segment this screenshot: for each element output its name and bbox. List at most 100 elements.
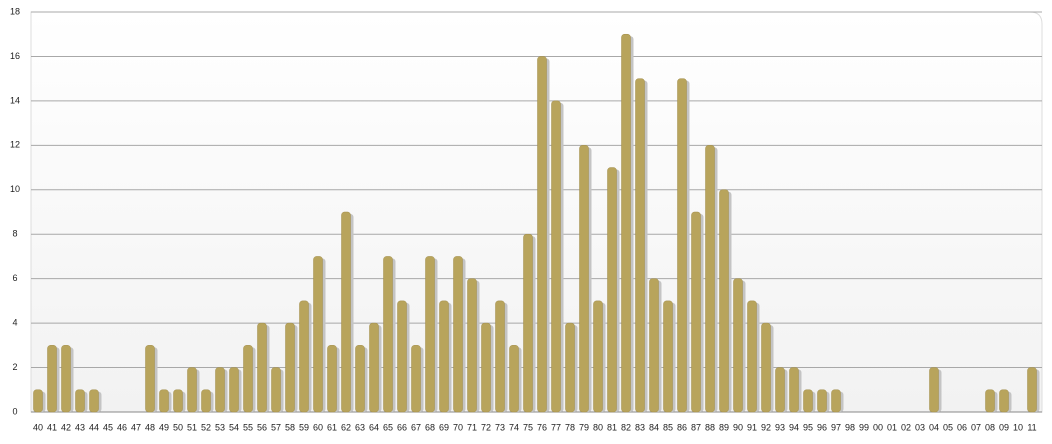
x-tick-label: 61 bbox=[327, 422, 337, 432]
x-tick-label: 74 bbox=[509, 422, 519, 432]
bar bbox=[761, 322, 771, 413]
bar bbox=[201, 389, 211, 413]
bar bbox=[411, 345, 421, 413]
bar bbox=[593, 300, 603, 413]
x-tick-label: 00 bbox=[873, 422, 883, 432]
x-tick-label: 92 bbox=[761, 422, 771, 432]
x-tick-label: 83 bbox=[635, 422, 645, 432]
x-tick-label: 88 bbox=[705, 422, 715, 432]
x-tick-label: 82 bbox=[621, 422, 631, 432]
y-tick-label: 14 bbox=[10, 95, 20, 105]
x-tick-label: 90 bbox=[733, 422, 743, 432]
x-tick-label: 40 bbox=[33, 422, 43, 432]
bar bbox=[243, 345, 253, 413]
bar bbox=[327, 345, 337, 413]
bar bbox=[733, 278, 743, 413]
bar bbox=[663, 300, 673, 413]
x-tick-label: 68 bbox=[425, 422, 435, 432]
bar bbox=[187, 367, 197, 413]
bar bbox=[355, 345, 365, 413]
bar bbox=[551, 100, 561, 413]
x-tick-label: 67 bbox=[411, 422, 421, 432]
x-tick-label: 80 bbox=[593, 422, 603, 432]
bar bbox=[257, 322, 267, 413]
y-tick-label: 0 bbox=[12, 406, 17, 416]
bar bbox=[313, 256, 323, 413]
bar bbox=[691, 211, 701, 413]
x-tick-label: 49 bbox=[159, 422, 169, 432]
y-tick-label: 8 bbox=[12, 229, 17, 239]
x-tick-label: 04 bbox=[929, 422, 939, 432]
bar bbox=[999, 389, 1009, 413]
bar bbox=[719, 189, 729, 413]
bar bbox=[271, 367, 281, 413]
bar bbox=[929, 367, 939, 413]
bar bbox=[803, 389, 813, 413]
x-tick-label: 46 bbox=[117, 422, 127, 432]
bar bbox=[579, 145, 589, 413]
bar bbox=[607, 167, 617, 413]
x-tick-label: 62 bbox=[341, 422, 351, 432]
bar bbox=[677, 78, 687, 413]
x-tick-label: 56 bbox=[257, 422, 267, 432]
x-tick-label: 50 bbox=[173, 422, 183, 432]
bar bbox=[1027, 367, 1037, 413]
bar bbox=[159, 389, 169, 413]
bar bbox=[425, 256, 435, 413]
bar bbox=[789, 367, 799, 413]
bar bbox=[621, 33, 631, 413]
x-tick-label: 43 bbox=[75, 422, 85, 432]
x-tick-label: 60 bbox=[313, 422, 323, 432]
bar bbox=[173, 389, 183, 413]
x-tick-label: 59 bbox=[299, 422, 309, 432]
x-tick-label: 08 bbox=[985, 422, 995, 432]
x-tick-label: 86 bbox=[677, 422, 687, 432]
x-tick-label: 05 bbox=[943, 422, 953, 432]
bar bbox=[89, 389, 99, 413]
x-tick-label: 41 bbox=[47, 422, 57, 432]
bar bbox=[439, 300, 449, 413]
bar bbox=[705, 145, 715, 413]
x-tick-label: 95 bbox=[803, 422, 813, 432]
bar bbox=[831, 389, 841, 413]
bar bbox=[537, 56, 547, 413]
bar bbox=[285, 322, 295, 413]
bar bbox=[229, 367, 239, 413]
x-tick-label: 63 bbox=[355, 422, 365, 432]
x-tick-label: 66 bbox=[397, 422, 407, 432]
x-tick-label: 55 bbox=[243, 422, 253, 432]
x-tick-label: 65 bbox=[383, 422, 393, 432]
x-tick-label: 06 bbox=[957, 422, 967, 432]
bar bbox=[649, 278, 659, 413]
x-tick-label: 96 bbox=[817, 422, 827, 432]
x-tick-label: 47 bbox=[131, 422, 141, 432]
x-tick-label: 71 bbox=[467, 422, 477, 432]
x-tick-label: 81 bbox=[607, 422, 617, 432]
y-tick-label: 6 bbox=[12, 273, 17, 283]
bar bbox=[47, 345, 57, 413]
bar bbox=[775, 367, 785, 413]
bar bbox=[817, 389, 827, 413]
x-tick-label: 89 bbox=[719, 422, 729, 432]
bar bbox=[467, 278, 477, 413]
bar bbox=[33, 389, 43, 413]
y-tick-label: 16 bbox=[10, 51, 20, 61]
x-tick-label: 42 bbox=[61, 422, 71, 432]
x-tick-label: 44 bbox=[89, 422, 99, 432]
bar bbox=[341, 211, 351, 413]
x-tick-label: 77 bbox=[551, 422, 561, 432]
x-tick-label: 70 bbox=[453, 422, 463, 432]
x-tick-label: 98 bbox=[845, 422, 855, 432]
bar bbox=[145, 345, 155, 413]
y-tick-label: 10 bbox=[10, 184, 20, 194]
bar bbox=[495, 300, 505, 413]
x-tick-label: 75 bbox=[523, 422, 533, 432]
y-tick-label: 2 bbox=[12, 362, 17, 372]
x-tick-label: 51 bbox=[187, 422, 197, 432]
y-tick-label: 18 bbox=[10, 6, 20, 16]
x-tick-label: 99 bbox=[859, 422, 869, 432]
x-tick-label: 54 bbox=[229, 422, 239, 432]
x-tick-label: 11 bbox=[1027, 422, 1036, 432]
x-tick-label: 91 bbox=[747, 422, 757, 432]
x-tick-label: 10 bbox=[1013, 422, 1023, 432]
